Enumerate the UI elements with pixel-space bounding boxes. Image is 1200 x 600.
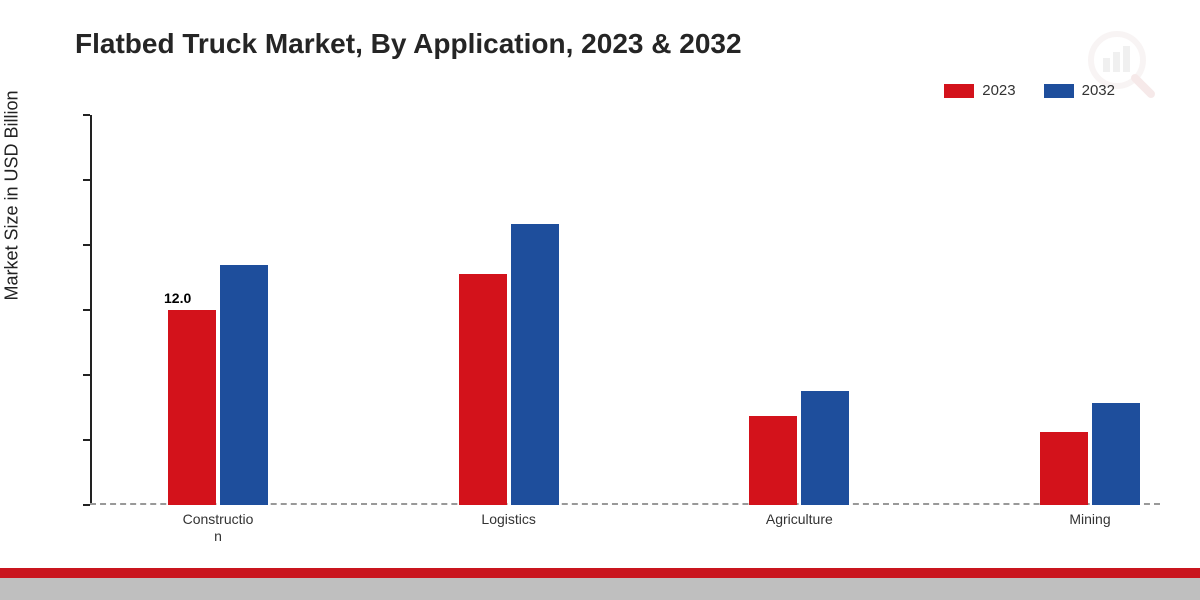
legend: 2023 2032 bbox=[944, 82, 1115, 99]
x-category-label: Agriculture bbox=[759, 511, 839, 528]
y-tick bbox=[83, 309, 90, 311]
bar bbox=[459, 274, 507, 505]
footer-accent-bar bbox=[0, 568, 1200, 578]
x-category-label: Logistics bbox=[469, 511, 549, 528]
bar bbox=[511, 224, 559, 505]
y-tick bbox=[83, 179, 90, 181]
legend-item-2023: 2023 bbox=[944, 82, 1015, 99]
bar bbox=[1092, 403, 1140, 505]
bar bbox=[801, 391, 849, 505]
legend-swatch-2032 bbox=[1044, 84, 1074, 98]
y-tick bbox=[83, 439, 90, 441]
legend-label-2023: 2023 bbox=[982, 82, 1015, 99]
legend-swatch-2023 bbox=[944, 84, 974, 98]
x-category-label: Constructio n bbox=[178, 511, 258, 545]
bar bbox=[749, 416, 797, 505]
x-category-label: Mining bbox=[1050, 511, 1130, 528]
y-tick bbox=[83, 374, 90, 376]
y-axis-line bbox=[90, 115, 92, 505]
chart-area: Constructio nLogisticsAgricultureMining1… bbox=[90, 115, 1160, 505]
legend-item-2032: 2032 bbox=[1044, 82, 1115, 99]
chart-title: Flatbed Truck Market, By Application, 20… bbox=[75, 28, 742, 60]
bar bbox=[168, 310, 216, 505]
bar bbox=[220, 265, 268, 506]
footer-bar bbox=[0, 578, 1200, 600]
legend-label-2032: 2032 bbox=[1082, 82, 1115, 99]
y-tick bbox=[83, 114, 90, 116]
bar bbox=[1040, 432, 1088, 505]
y-axis-label: Market Size in USD Billion bbox=[2, 90, 23, 300]
bar-value-label: 12.0 bbox=[164, 290, 191, 306]
y-tick bbox=[83, 244, 90, 246]
y-tick bbox=[83, 504, 90, 506]
